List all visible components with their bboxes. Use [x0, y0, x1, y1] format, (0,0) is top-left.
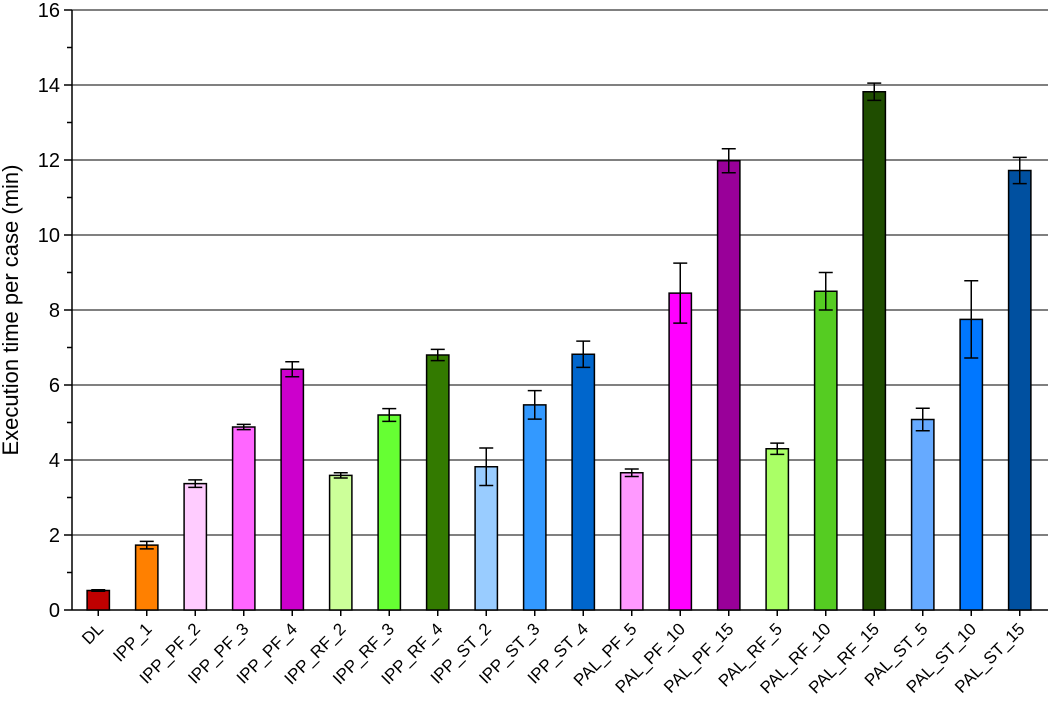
y-tick-label: 12	[38, 150, 60, 172]
y-tick-label: 14	[38, 75, 60, 97]
error-bar	[91, 589, 106, 592]
y-tick-label: 16	[38, 0, 60, 22]
bar	[183, 482, 208, 611]
bar	[813, 290, 838, 611]
bar	[619, 472, 644, 611]
y-tick-label: 8	[49, 300, 60, 322]
bar	[765, 448, 790, 611]
bar	[716, 160, 741, 611]
error-bar	[382, 407, 397, 423]
bar	[959, 318, 984, 611]
error-bar	[430, 348, 445, 362]
error-bar	[770, 442, 785, 456]
error-bar	[479, 447, 494, 487]
bar	[910, 418, 935, 611]
error-bar	[964, 280, 979, 359]
y-tick-label: 4	[49, 450, 60, 472]
error-bar	[818, 271, 833, 311]
bar	[280, 368, 305, 611]
error-bar	[1012, 156, 1027, 185]
bar	[522, 404, 547, 611]
bar	[134, 544, 159, 611]
y-axis-label: Execution time per case (min)	[0, 165, 23, 456]
y-tick-label: 0	[49, 600, 60, 622]
error-bar	[721, 148, 736, 174]
bar	[474, 466, 499, 611]
x-tick-label: IPP_1	[109, 619, 155, 665]
x-tick-label: DL	[78, 619, 107, 648]
bar	[862, 91, 887, 611]
bar	[1007, 169, 1032, 611]
error-bar	[527, 389, 542, 420]
bar	[86, 589, 111, 611]
bar	[668, 292, 693, 611]
bar	[328, 474, 353, 611]
error-bar	[624, 468, 639, 478]
error-bar	[576, 340, 591, 369]
bar	[231, 426, 256, 611]
error-bar	[236, 423, 251, 431]
y-tick-label: 10	[38, 225, 60, 247]
error-bar	[333, 472, 348, 479]
y-tick-label: 6	[49, 375, 60, 397]
y-tick-label: 2	[49, 525, 60, 547]
bar	[425, 354, 450, 611]
bar	[571, 353, 596, 611]
error-bar	[285, 361, 300, 378]
error-bar	[188, 479, 203, 489]
error-bar	[867, 82, 882, 102]
error-bar	[139, 540, 154, 550]
error-bar	[673, 262, 688, 324]
bar	[377, 414, 402, 611]
error-bar	[915, 407, 930, 432]
